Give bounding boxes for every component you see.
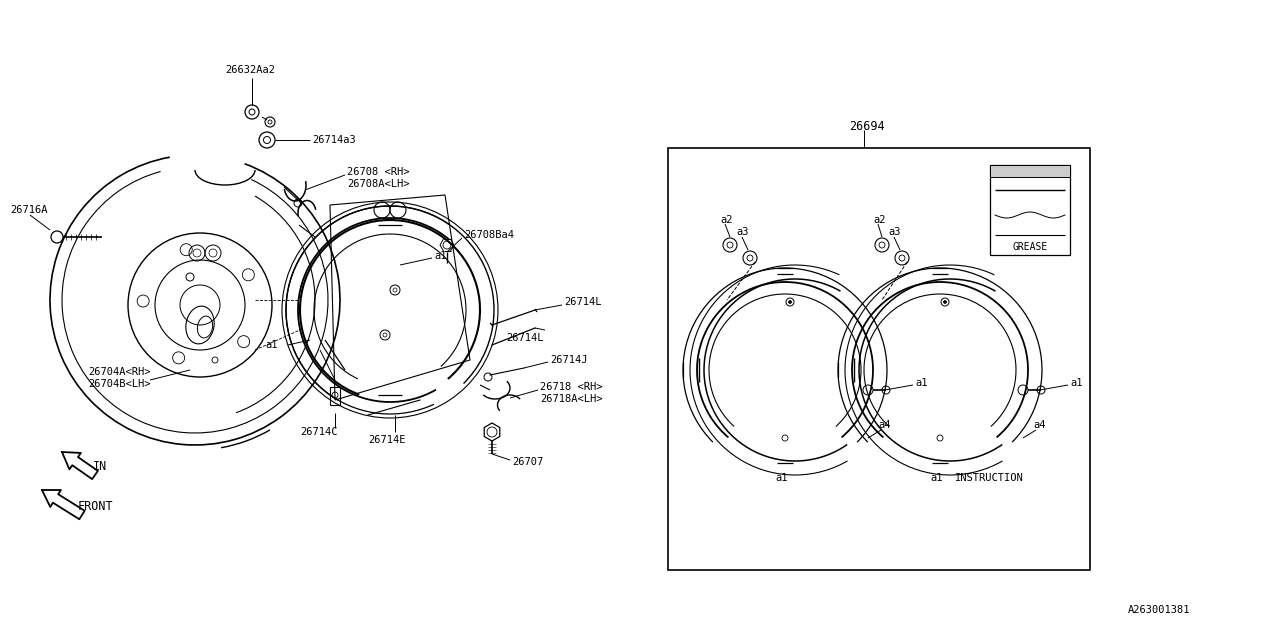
Text: INSTRUCTION: INSTRUCTION — [955, 473, 1024, 483]
Text: a4: a4 — [1033, 420, 1046, 430]
Text: IN: IN — [93, 461, 108, 474]
Bar — [989, 165, 1070, 255]
Text: a2: a2 — [719, 215, 732, 225]
Text: 26708 <RH>: 26708 <RH> — [347, 167, 410, 177]
Text: a1: a1 — [1070, 378, 1083, 388]
Text: a3: a3 — [888, 227, 901, 237]
Text: a4: a4 — [878, 420, 891, 430]
Text: 26708A<LH>: 26708A<LH> — [347, 179, 410, 189]
Text: FRONT: FRONT — [78, 500, 114, 513]
Text: 26714J: 26714J — [550, 355, 588, 365]
Bar — [668, 148, 1091, 570]
Text: 26714L: 26714L — [564, 297, 602, 307]
Bar — [330, 387, 340, 405]
Text: 26714E: 26714E — [369, 435, 406, 445]
Circle shape — [943, 301, 946, 303]
Text: a2: a2 — [873, 215, 886, 225]
Text: 26718A<LH>: 26718A<LH> — [540, 394, 603, 404]
Text: 26714C: 26714C — [300, 427, 338, 437]
Text: 26718 <RH>: 26718 <RH> — [540, 382, 603, 392]
Text: GREASE: GREASE — [1012, 242, 1047, 252]
Text: a1: a1 — [915, 378, 928, 388]
Text: 26714L: 26714L — [506, 333, 544, 343]
Circle shape — [788, 301, 791, 303]
Text: a1: a1 — [265, 340, 278, 350]
Text: 26707: 26707 — [512, 457, 543, 467]
Text: 26694: 26694 — [849, 120, 884, 132]
Text: 26708Ba4: 26708Ba4 — [465, 230, 515, 240]
Text: 26716A: 26716A — [10, 205, 47, 215]
Text: a3: a3 — [736, 227, 749, 237]
Text: A263001381: A263001381 — [1128, 605, 1190, 615]
Text: a1: a1 — [774, 473, 787, 483]
Text: 26714a3: 26714a3 — [312, 135, 356, 145]
Text: 26704A<RH>: 26704A<RH> — [88, 367, 151, 377]
Text: 26632Aa2: 26632Aa2 — [225, 65, 275, 75]
Text: a1: a1 — [434, 251, 447, 261]
Text: 26704B<LH>: 26704B<LH> — [88, 379, 151, 389]
Bar — [989, 165, 1070, 177]
Text: a1: a1 — [931, 473, 942, 483]
